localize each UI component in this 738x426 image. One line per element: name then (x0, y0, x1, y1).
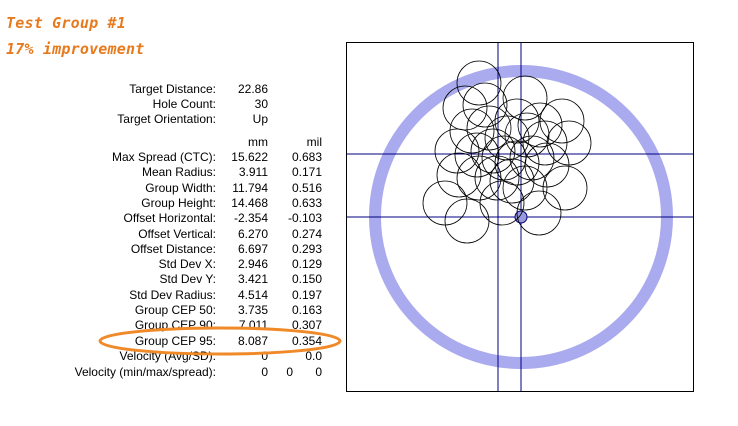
stat-label: Mean Radius: (141, 165, 216, 179)
shot-hole (434, 128, 480, 174)
shot-holes (422, 60, 592, 244)
stat-mm: 3.911 (238, 165, 268, 179)
stat-mm: 0 (261, 349, 268, 363)
velocity-min: 0 (261, 365, 268, 379)
stat-mil: 0.683 (291, 150, 322, 164)
info-value-hole-count: 30 (254, 97, 268, 111)
stat-label: Group Height: (141, 196, 216, 210)
stat-label: Std Dev Radius: (129, 288, 216, 302)
stat-mm: 14.468 (231, 196, 268, 210)
stat-label: Group CEP 90: (134, 318, 216, 332)
stat-mil: 0.163 (291, 303, 322, 317)
stat-label: Offset Distance: (130, 242, 216, 256)
shot-hole (516, 190, 562, 236)
stat-mil-highlighted: 0.354 (291, 334, 322, 348)
shot-hole (470, 128, 516, 174)
shot-hole (436, 152, 482, 198)
stat-mm: 4.514 (237, 288, 268, 302)
velocity-spread-label: Velocity (min/max/spread): (74, 365, 216, 379)
stat-mm: 2.946 (237, 257, 268, 271)
stat-mm: 6.697 (237, 242, 268, 256)
shot-hole (474, 155, 520, 201)
stat-mm: 3.421 (237, 272, 268, 286)
annotation-title: Test Group #1 (6, 14, 126, 32)
stat-label: Std Dev Y: (159, 272, 216, 286)
stat-label: Max Spread (CTC): (111, 150, 216, 164)
stat-mil: 0.516 (291, 181, 322, 195)
stat-mil: 0.171 (291, 165, 322, 179)
info-value-target-distance: 22.86 (237, 82, 268, 96)
shot-hole (462, 82, 508, 128)
shot-hole (484, 115, 530, 161)
stat-label: Group CEP 50: (134, 303, 216, 317)
stat-label: Std Dev X: (158, 257, 216, 271)
stat-label: Group Width: (145, 181, 216, 195)
column-header-mil: mil (306, 135, 322, 149)
shot-hole (494, 98, 540, 144)
stat-mm: 11.794 (232, 181, 268, 195)
stat-mil: 0.274 (291, 227, 322, 241)
stat-mm: 6.270 (237, 227, 268, 241)
shot-hole (456, 60, 502, 106)
stat-label-highlighted: Group CEP 95: (134, 334, 216, 348)
shot-hole (504, 112, 550, 158)
stat-mm: 7.011 (238, 318, 268, 332)
shot-hole (522, 120, 568, 166)
stat-mil: 0.150 (291, 272, 322, 286)
shot-hole (502, 75, 548, 121)
stat-mm-highlighted: 8.087 (237, 334, 268, 348)
stat-mil: 0.307 (291, 318, 322, 332)
shot-hole (454, 132, 500, 178)
stat-mm: 3.735 (237, 303, 268, 317)
target-plot (346, 42, 694, 392)
shot-hole (539, 98, 585, 144)
shot-hole (449, 108, 495, 154)
stat-label: Offset Horizontal: (123, 211, 216, 225)
annotation-subtitle: 17% improvement (6, 40, 145, 58)
velocity-spread: 0 (315, 365, 322, 379)
info-label-target-orientation: Target Orientation: (117, 112, 216, 126)
info-label-hole-count: Hole Count: (152, 97, 216, 111)
shot-hole (466, 105, 512, 151)
shot-hole (502, 165, 548, 211)
shot-hole (542, 165, 588, 211)
shot-hole (444, 198, 490, 244)
stat-mil: 0.0 (305, 349, 322, 363)
stat-label: Offset Vertical: (138, 227, 216, 241)
stat-mil: 0.633 (291, 196, 322, 210)
column-header-mm: mm (248, 135, 268, 149)
shot-hole (456, 155, 502, 201)
shot-hole (442, 85, 488, 131)
shot-hole (489, 158, 535, 204)
stat-label: Velocity (Avg/SD): (119, 349, 216, 363)
shot-hole (517, 102, 563, 148)
stat-mil: -0.103 (287, 211, 322, 225)
shot-hole (494, 140, 540, 186)
stat-mil: 0.197 (291, 288, 322, 302)
shot-hole (509, 135, 555, 181)
info-label-target-distance: Target Distance: (129, 82, 216, 96)
stat-mil: 0.129 (291, 257, 322, 271)
stat-mm: 15.622 (231, 150, 268, 164)
stat-mm: -2.354 (233, 211, 268, 225)
velocity-max: 0 (286, 365, 293, 379)
info-value-target-orientation: Up (252, 112, 268, 126)
stat-mil: 0.293 (291, 242, 322, 256)
